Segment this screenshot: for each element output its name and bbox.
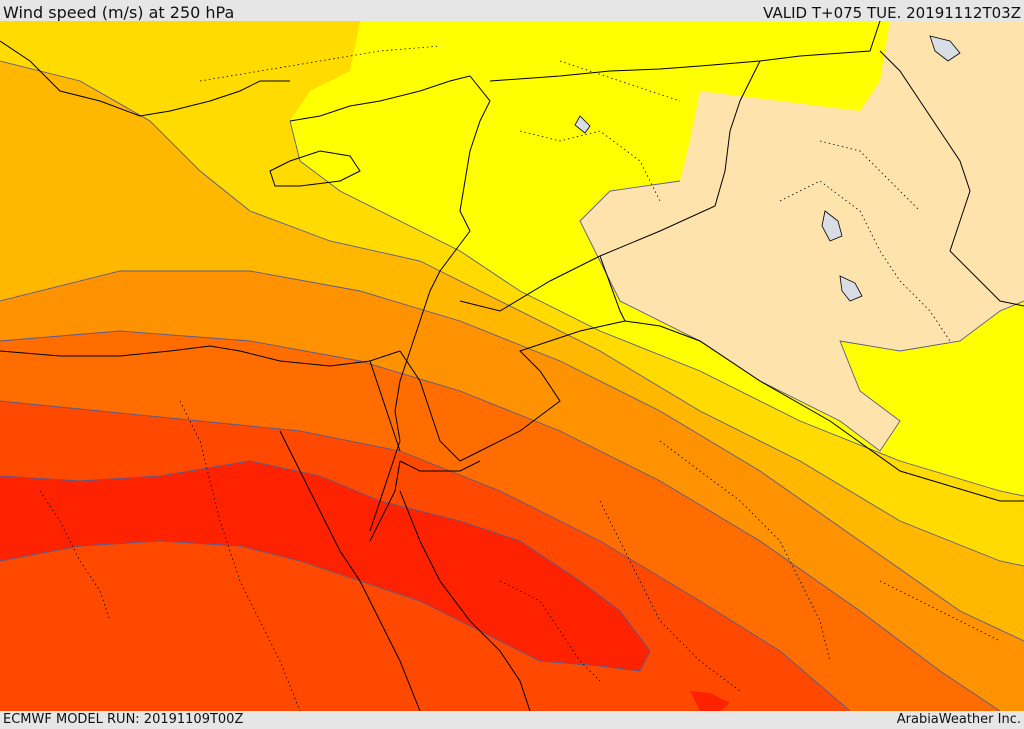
wind-band-7-pocket bbox=[690, 691, 730, 711]
wind-speed-map bbox=[0, 21, 1024, 711]
wind-band-8 bbox=[0, 461, 650, 671]
credit-label: ArabiaWeather Inc. bbox=[896, 712, 1021, 727]
province-boundaries bbox=[39, 45, 1001, 711]
valid-time-label: VALID T+075 TUE. 20191112T03Z bbox=[763, 4, 1021, 22]
country-borders bbox=[0, 21, 1024, 711]
footer-bar: ECMWF MODEL RUN: 20191109T00Z ArabiaWeat… bbox=[0, 711, 1024, 729]
header-bar: Wind speed (m/s) at 250 hPa VALID T+075 … bbox=[0, 0, 1024, 22]
lakes bbox=[574, 35, 961, 302]
map-title: Wind speed (m/s) at 250 hPa bbox=[3, 3, 235, 22]
model-run-label: ECMWF MODEL RUN: 20191109T00Z bbox=[3, 712, 244, 727]
